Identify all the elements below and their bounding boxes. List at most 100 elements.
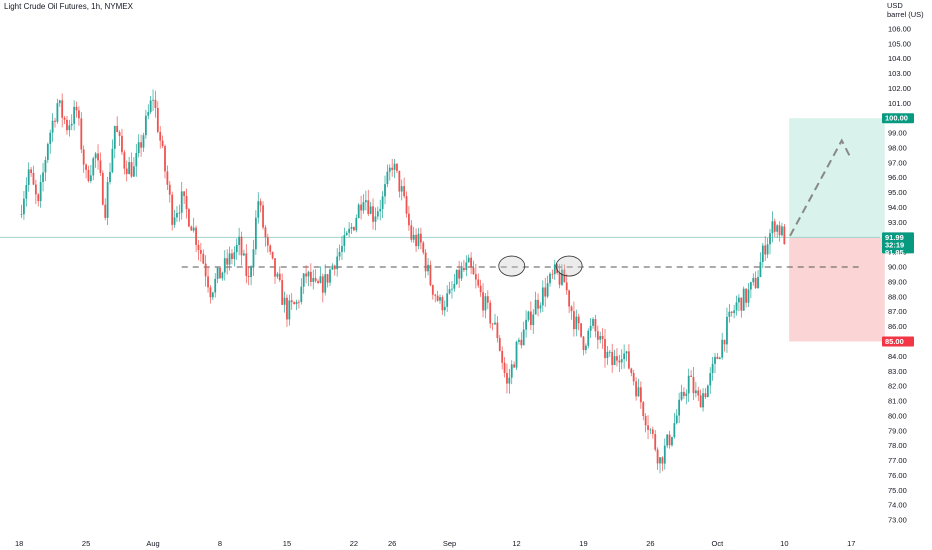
price-tick-label: 104.00	[888, 54, 911, 63]
candle-body	[730, 311, 733, 313]
candle-body	[384, 184, 386, 197]
candle-body	[498, 338, 501, 351]
time-tick-label: 8	[218, 539, 222, 548]
candle-body	[446, 293, 449, 307]
candle-body	[630, 368, 633, 374]
candle-body	[149, 100, 152, 112]
candle-body	[23, 198, 25, 215]
candle-body	[694, 390, 697, 394]
candle-body	[685, 393, 688, 396]
candle-body	[357, 204, 360, 218]
candle-body	[704, 393, 707, 398]
candle-body	[243, 253, 245, 256]
candle-body	[286, 297, 288, 320]
candle-body	[508, 377, 511, 384]
candle-body	[309, 271, 312, 282]
candle-body	[711, 363, 714, 374]
candle-body	[439, 297, 441, 301]
candle-body	[410, 225, 413, 240]
candle-body	[623, 353, 626, 360]
candle-body	[331, 265, 334, 270]
candle-body	[341, 246, 343, 252]
candle-body	[324, 274, 327, 293]
candle-body	[561, 269, 563, 285]
projection-arrow	[789, 138, 851, 237]
candle-body	[266, 237, 269, 246]
candle-body	[702, 393, 704, 408]
candle-body	[345, 232, 348, 236]
position-zones	[789, 118, 885, 342]
price-tick-label: 106.00	[888, 24, 911, 33]
candle-body	[563, 269, 566, 283]
candle-body	[460, 267, 463, 279]
candle-body	[89, 175, 92, 181]
price-tick-label: 102.00	[888, 84, 911, 93]
candle-body	[632, 373, 635, 382]
candle-body	[257, 201, 260, 218]
candle-body	[326, 274, 329, 283]
candle-body	[474, 274, 477, 280]
time-tick-label: Sep	[443, 539, 456, 548]
candle-body	[728, 311, 731, 317]
time-tick-label: 15	[283, 539, 291, 548]
candle-body	[109, 172, 111, 183]
price-tick-label: 79.00	[888, 426, 907, 435]
candle-body	[608, 351, 611, 353]
candle-body	[104, 204, 107, 218]
candle-body	[510, 364, 513, 378]
candle-body	[520, 339, 523, 346]
candle-body	[338, 251, 341, 257]
candle-body	[477, 279, 480, 286]
reference-lines	[0, 236, 880, 268]
candle-body	[343, 235, 346, 247]
time-tick-label: 18	[15, 539, 23, 548]
candle-body	[666, 434, 669, 446]
time-tick-label: 25	[82, 539, 90, 548]
candle-body	[726, 316, 728, 345]
time-tick-label: 12	[512, 539, 520, 548]
time-tick-label: Aug	[146, 539, 159, 548]
candle-body	[379, 208, 382, 212]
candle-body	[539, 305, 542, 309]
candle-body	[441, 297, 444, 311]
candle-body	[192, 227, 195, 231]
candle-body	[42, 172, 44, 182]
candle-body	[455, 269, 458, 284]
price-tick-label: 98.00	[888, 143, 907, 152]
candle-body	[735, 302, 738, 311]
candle-body	[49, 132, 52, 145]
candle-body	[408, 213, 410, 226]
candle-body	[161, 140, 164, 147]
price-tick-label: 103.00	[888, 69, 911, 78]
price-axis[interactable]: 73.00 74.00 75.00 76.00 77.00 78.00 79.00 80.00…	[888, 24, 911, 524]
candle-body	[111, 148, 114, 173]
candle-body	[709, 373, 712, 386]
candle-body	[142, 135, 145, 148]
candle-body	[618, 360, 621, 363]
candle-body	[125, 168, 128, 175]
candle-body	[484, 296, 487, 311]
candle-body	[678, 399, 681, 416]
candle-body	[393, 163, 396, 170]
time-axis[interactable]: 18 25 Aug 8 15 22 26 Sep 12 19 26 Oct 10 17	[15, 539, 856, 548]
candle-body	[92, 158, 95, 176]
candle-body	[317, 280, 319, 283]
price-tick-label: 83.00	[888, 367, 907, 376]
candle-body	[489, 302, 492, 324]
candle-body	[513, 364, 516, 368]
candle-body	[742, 288, 745, 311]
candle-body	[147, 111, 150, 116]
candle-body	[649, 429, 652, 431]
price-tick-label: 86.00	[888, 322, 907, 331]
candle-body	[436, 295, 439, 301]
candle-body	[78, 110, 80, 119]
candle-body	[56, 103, 59, 122]
current-price-text: 91.99	[885, 233, 904, 242]
candle-body	[604, 339, 606, 359]
current-price-badge	[882, 232, 914, 254]
candle-body	[247, 275, 250, 277]
candle-body	[25, 185, 28, 199]
candle-body	[637, 387, 640, 397]
candle-body	[164, 146, 166, 172]
